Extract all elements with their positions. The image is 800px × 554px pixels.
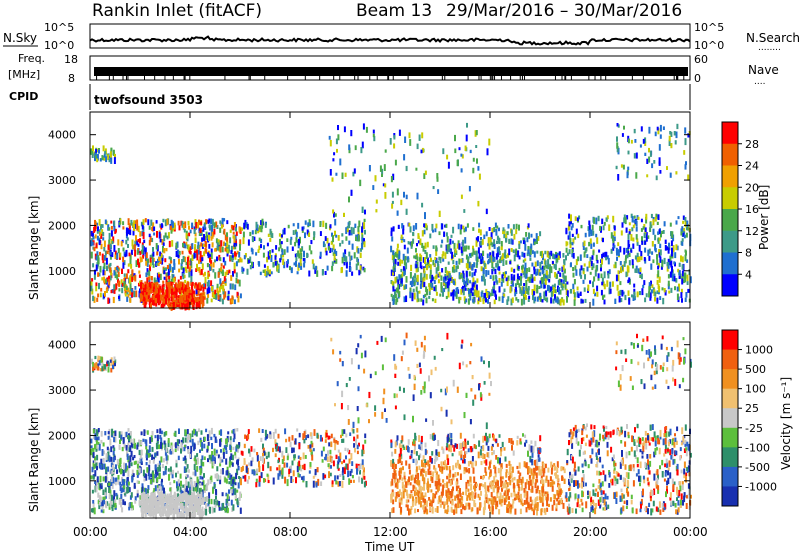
x-tick-label: 16:00 bbox=[473, 525, 508, 539]
velocity-swatch bbox=[722, 369, 738, 390]
nave-label: Nave bbox=[748, 63, 779, 77]
velocity-colorbar-tick: -25 bbox=[745, 422, 763, 435]
power-ylabel: Slant Range [km] bbox=[27, 196, 41, 300]
power-panel: 4000 3000 2000 1000 Slant Range [km] bbox=[27, 111, 692, 311]
velocity-ylabel: Slant Range [km] bbox=[27, 408, 41, 512]
freq-unit-label: [MHz] bbox=[8, 68, 40, 81]
nave-tick-high: 60 bbox=[694, 53, 708, 66]
power-swatch bbox=[722, 230, 738, 253]
x-tick-label: 12:00 bbox=[373, 525, 408, 539]
beam-label: Beam 13 bbox=[356, 1, 432, 21]
nave-line: .... bbox=[754, 77, 765, 87]
power-swatch bbox=[722, 274, 738, 297]
station-title: Rankin Inlet (fitACF) bbox=[92, 1, 262, 21]
nsky-label: N.Sky bbox=[3, 31, 37, 45]
power-swatch bbox=[722, 122, 738, 145]
x-tick-label: 04:00 bbox=[173, 525, 208, 539]
velocity-colorbar-label: Velocity [m s⁻¹] bbox=[779, 377, 793, 470]
x-tick-label: 08:00 bbox=[273, 525, 308, 539]
power-swatch bbox=[722, 252, 738, 275]
power-colorbar-tick: 16 bbox=[745, 203, 759, 216]
power-colorbar-label: Power [dB] bbox=[757, 185, 771, 250]
power-swatch bbox=[722, 143, 738, 166]
power-colorbar: 28 24 20 16 12 8 4 Power [dB] bbox=[721, 121, 771, 297]
nsearch-label: N.Search bbox=[746, 31, 800, 45]
velocity-swatch bbox=[722, 427, 738, 448]
power-scatter bbox=[90, 122, 692, 311]
power-colorbar-tick: 24 bbox=[745, 160, 759, 173]
power-colorbar-tick: 20 bbox=[745, 181, 759, 194]
power-ytick: 1000 bbox=[48, 265, 76, 278]
velocity-ytick: 4000 bbox=[48, 339, 76, 352]
power-colorbar-tick: 12 bbox=[745, 225, 759, 238]
noise-panel: 10^5 10^0 10^5 10^0 bbox=[44, 21, 724, 52]
cpid-panel: twofsound 3503 bbox=[89, 84, 691, 110]
x-tick-label: 00:00 bbox=[673, 525, 708, 539]
x-axis: 00:00 04:00 08:00 12:00 16:00 20:00 00:00 bbox=[73, 112, 708, 539]
power-ytick: 2000 bbox=[48, 219, 76, 232]
noise-trace bbox=[89, 35, 691, 46]
power-ytick: 4000 bbox=[48, 129, 76, 142]
velocity-swatch bbox=[722, 388, 738, 409]
freq-panel: 18 8 60 0 bbox=[64, 53, 708, 85]
noise-right-tick-low: 10^0 bbox=[694, 39, 724, 52]
velocity-colorbar-tick: -100 bbox=[745, 441, 770, 454]
power-ytick: 3000 bbox=[48, 174, 76, 187]
x-tick-label: 20:00 bbox=[573, 525, 608, 539]
velocity-ytick: 2000 bbox=[48, 429, 76, 442]
velocity-ytick: 1000 bbox=[48, 475, 76, 488]
velocity-swatch bbox=[722, 486, 738, 507]
velocity-swatch bbox=[722, 408, 738, 429]
velocity-colorbar-tick: 1000 bbox=[745, 344, 773, 357]
x-tick-label: 00:00 bbox=[73, 525, 108, 539]
velocity-scatter bbox=[90, 332, 692, 521]
power-swatch bbox=[722, 187, 738, 210]
noise-left-tick-low: 10^0 bbox=[44, 39, 74, 52]
noise-left-tick-high: 10^5 bbox=[44, 21, 74, 34]
velocity-swatch bbox=[722, 349, 738, 370]
velocity-colorbar-tick: -1000 bbox=[745, 480, 777, 493]
velocity-ytick: 3000 bbox=[48, 384, 76, 397]
x-axis-label: Time UT bbox=[364, 540, 415, 554]
velocity-colorbar-tick: -500 bbox=[745, 461, 770, 474]
power-colorbar-tick: 4 bbox=[745, 268, 752, 281]
nsearch-line: ........ bbox=[758, 43, 781, 53]
velocity-colorbar: 1000 500 100 25 -25 -100 -500 -1000 Velocity [m… bbox=[721, 329, 793, 507]
velocity-colorbar-tick: 100 bbox=[745, 383, 766, 396]
freq-label: Freq. bbox=[18, 52, 45, 65]
power-colorbar-tick: 8 bbox=[745, 247, 752, 260]
velocity-colorbar-tick: 25 bbox=[745, 402, 759, 415]
velocity-colorbar-tick: 500 bbox=[745, 363, 766, 376]
date-range: 29/Mar/2016 – 30/Mar/2016 bbox=[446, 1, 682, 21]
nave-tick-low: 0 bbox=[694, 72, 701, 85]
freq-tick-low: 8 bbox=[68, 72, 75, 85]
freq-tick-high: 18 bbox=[64, 53, 78, 66]
velocity-swatch bbox=[722, 330, 738, 351]
velocity-swatch bbox=[722, 466, 738, 487]
cpid-text: twofsound 3503 bbox=[94, 93, 203, 107]
power-swatch bbox=[722, 209, 738, 232]
noise-right-tick-high: 10^5 bbox=[694, 21, 724, 34]
cpid-label: CPID bbox=[9, 90, 38, 103]
power-swatch bbox=[722, 165, 738, 188]
power-colorbar-tick: 28 bbox=[745, 138, 759, 151]
velocity-swatch bbox=[722, 447, 738, 468]
velocity-panel: 4000 3000 2000 1000 Slant Range [km] bbox=[27, 321, 692, 521]
